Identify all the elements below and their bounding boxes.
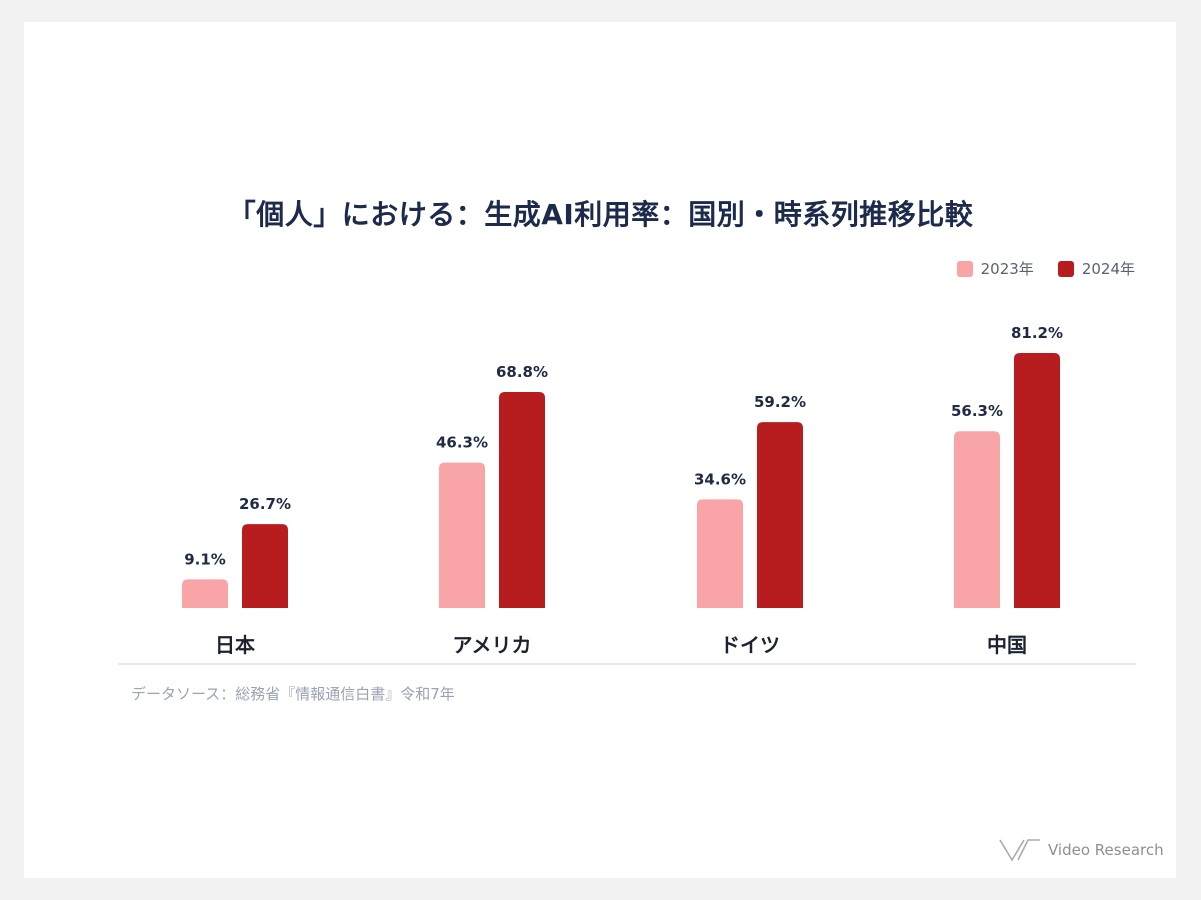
data-label-2023-2: 34.6%: [694, 470, 746, 488]
bar-2024-0: [242, 524, 288, 608]
category-label-1: アメリカ: [453, 633, 532, 657]
data-label-2024-2: 59.2%: [754, 393, 806, 411]
bar-2023-1: [439, 462, 485, 608]
bar-2024-2: [757, 422, 803, 608]
legend-label-2023: 2023年: [980, 260, 1034, 278]
legend-item-2023: 2023年: [956, 258, 1034, 279]
bar-2024-3: [1014, 353, 1060, 608]
video-research-logo-icon: [999, 839, 1040, 862]
category-label-0: 日本: [215, 633, 255, 657]
data-label-2023-0: 9.1%: [184, 550, 226, 568]
legend-item-2024: 2024年: [1057, 258, 1135, 279]
category-label-2: ドイツ: [720, 633, 780, 657]
data-label-2023-1: 46.3%: [436, 434, 488, 452]
category-label-3: 中国: [987, 633, 1027, 657]
legend-swatch-2023: [956, 260, 973, 277]
data-label-2024-1: 68.8%: [496, 363, 548, 381]
bar-2023-2: [697, 499, 743, 608]
bar-2023-3: [954, 431, 1000, 608]
bar-2023-0: [182, 579, 228, 608]
legend-label-2024: 2024年: [1081, 260, 1135, 278]
bar-2024-1: [499, 391, 545, 608]
logo-text: Video Research: [1048, 841, 1164, 859]
data-label-2024-3: 81.2%: [1011, 324, 1063, 342]
legend-swatch-2024: [1057, 260, 1074, 277]
legend: 2023年 2024年: [956, 258, 1135, 279]
data-source-note: データソース：総務省『情報通信白書』令和7年: [131, 685, 455, 703]
data-label-2023-3: 56.3%: [951, 402, 1003, 420]
data-label-2024-0: 26.7%: [239, 495, 291, 513]
chart-title: 「個人」における：生成AI利用率：国別・時系列推移比較: [227, 198, 974, 231]
company-logo: Video Research: [998, 838, 1164, 862]
